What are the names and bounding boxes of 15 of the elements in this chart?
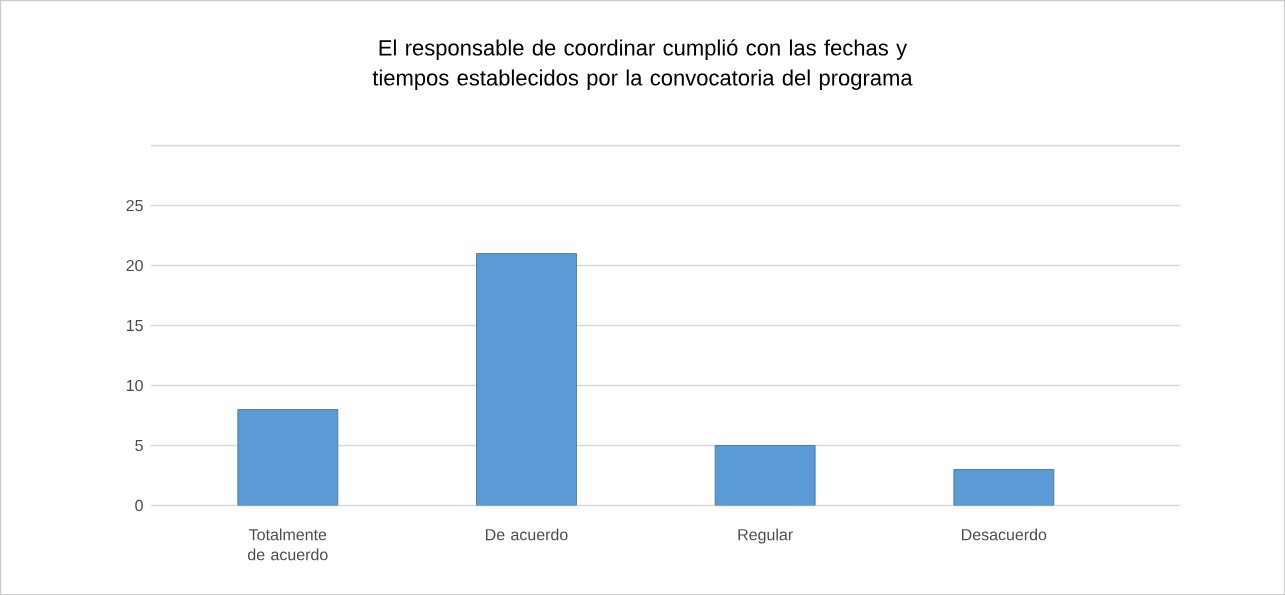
y-tick-label: 0 xyxy=(135,499,143,512)
bar xyxy=(237,409,339,506)
bar xyxy=(714,445,816,506)
x-tick-label: Totalmente de acuerdo xyxy=(248,528,328,561)
chart-title: El responsable de coordinar cumplió con las fechas y tiempos establecidos por la convocatoria del programa xyxy=(372,39,913,90)
bar xyxy=(476,253,577,506)
y-tick-label: 15 xyxy=(126,319,143,332)
y-tick-label: 5 xyxy=(135,439,143,452)
bar xyxy=(953,469,1055,506)
x-tick-label: Regular xyxy=(738,528,793,544)
y-tick-label: 20 xyxy=(126,259,143,272)
x-tick-label: Desacuerdo xyxy=(962,528,1047,541)
y-tick-label: 10 xyxy=(126,379,143,392)
x-tick-label: De acuerdo xyxy=(486,528,568,541)
y-tick-label: 25 xyxy=(126,199,143,212)
